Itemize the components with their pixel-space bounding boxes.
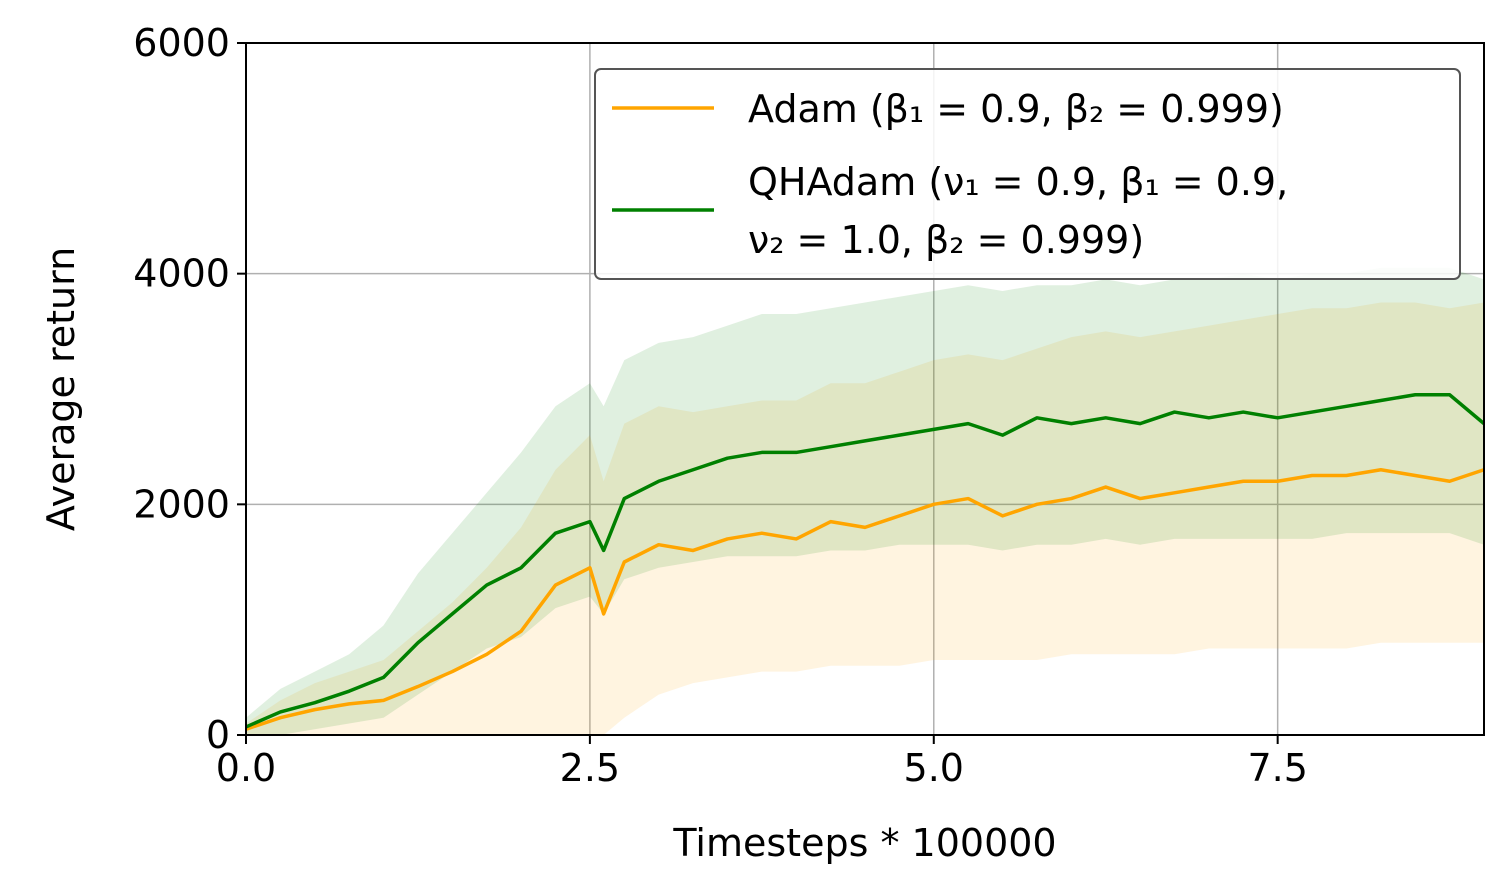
legend-box bbox=[594, 68, 1461, 280]
legend-label-qhadam-line1: QHAdam (ν₁ = 0.9, β₁ = 0.9, bbox=[748, 160, 1288, 204]
plot-frame bbox=[245, 42, 1485, 736]
y-axis-ticks: 0 2000 4000 6000 bbox=[133, 21, 246, 757]
x-tick-label: 5.0 bbox=[904, 746, 964, 790]
y-tick-label: 2000 bbox=[133, 482, 230, 526]
x-tick-label: 2.5 bbox=[560, 746, 620, 790]
y-tick-label: 6000 bbox=[133, 21, 230, 65]
series-line-qhadam bbox=[245, 393, 1486, 729]
y-tick-label: 4000 bbox=[133, 252, 230, 296]
x-tick-label: 0.0 bbox=[216, 746, 276, 790]
legend-label-adam: Adam (β₁ = 0.9, β₂ = 0.999) bbox=[748, 87, 1284, 131]
series-lines bbox=[245, 393, 1486, 731]
band-qhadam bbox=[246, 267, 1484, 735]
legend-label-qhadam-line2: ν₂ = 1.0, β₂ = 0.999) bbox=[748, 218, 1144, 262]
legend: Adam (β₁ = 0.9, β₂ = 0.999) QHAdam (ν₁ =… bbox=[594, 68, 1461, 280]
y-tick-label: 0 bbox=[206, 713, 230, 757]
x-axis-ticks: 0.0 2.5 5.0 7.5 bbox=[216, 735, 1308, 790]
series-line-adam bbox=[245, 467, 1485, 731]
y-axis-title: Average return bbox=[39, 247, 83, 531]
x-axis-title: Timesteps * 100000 bbox=[672, 821, 1056, 865]
x-tick-label: 7.5 bbox=[1247, 746, 1307, 790]
